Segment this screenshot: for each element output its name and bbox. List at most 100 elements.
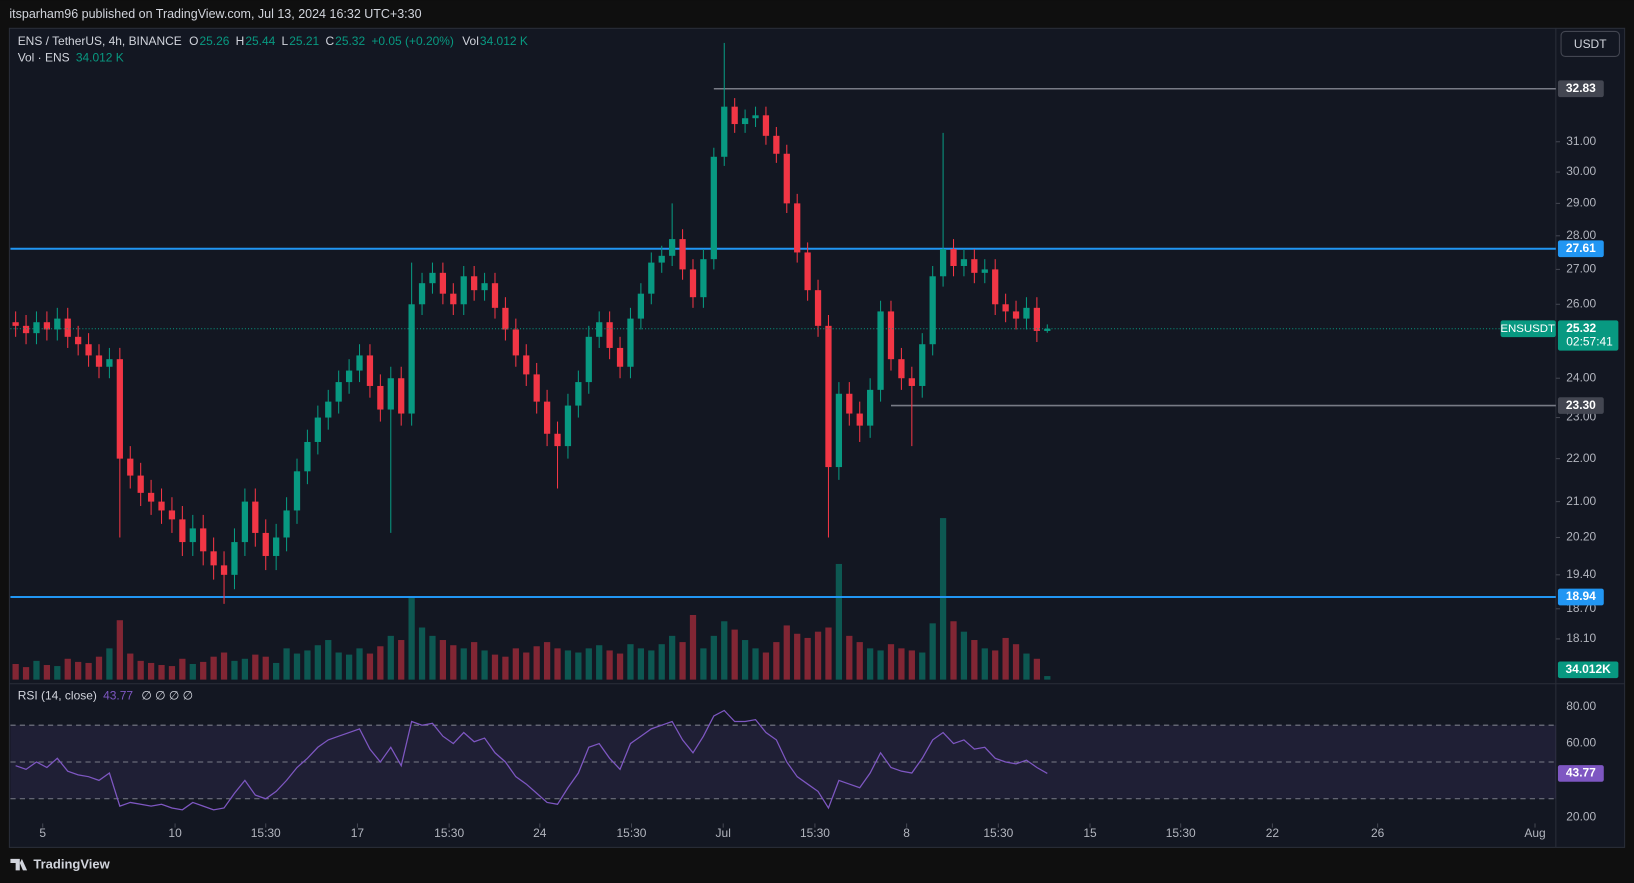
brand: TradingView bbox=[33, 857, 110, 872]
volume-bar bbox=[877, 650, 884, 680]
volume-bar bbox=[241, 658, 249, 680]
symbol-tag bbox=[1500, 320, 1556, 338]
x-tick-label: 15:30 bbox=[434, 826, 464, 840]
candle-body bbox=[325, 401, 332, 418]
candle-body bbox=[971, 259, 978, 273]
candle-body bbox=[773, 135, 780, 154]
volume-bar bbox=[523, 652, 530, 680]
legend-text: H bbox=[236, 34, 245, 48]
legend-text: 25.32 bbox=[335, 34, 365, 48]
candle-body bbox=[512, 329, 519, 356]
level-tag bbox=[1557, 588, 1604, 606]
candle-body bbox=[721, 106, 728, 157]
candle-body bbox=[158, 501, 165, 511]
volume-bar bbox=[147, 662, 155, 680]
volume-bar bbox=[564, 650, 572, 680]
volume-bar bbox=[887, 644, 895, 680]
y-tick-label: 31.00 bbox=[1566, 134, 1596, 148]
x-tick-label: 15:30 bbox=[983, 826, 1013, 840]
volume-bar bbox=[908, 650, 915, 680]
volume-tag bbox=[1557, 661, 1619, 679]
volume-bar bbox=[898, 648, 905, 680]
legend-text: +0.05 (+0.20%) bbox=[371, 34, 454, 48]
volume-bar bbox=[137, 660, 144, 680]
level-tag bbox=[1557, 240, 1604, 258]
volume-bar bbox=[366, 653, 374, 680]
rsi-tick-label: 20.00 bbox=[1566, 809, 1596, 823]
brand-logo bbox=[10, 858, 28, 871]
x-tick-label: Jul bbox=[716, 826, 731, 840]
volume-bar bbox=[481, 650, 488, 680]
countdown-label: 02:57:41 bbox=[1566, 334, 1613, 348]
volume-bar bbox=[543, 642, 551, 680]
volume-bar bbox=[43, 665, 51, 680]
volume-bar bbox=[1012, 644, 1020, 680]
level-tag-label: 27.61 bbox=[1566, 241, 1596, 255]
currency-label[interactable]: USDT bbox=[1574, 37, 1607, 51]
volume-bar bbox=[741, 640, 749, 680]
volume-bar bbox=[314, 645, 321, 680]
candle-body bbox=[887, 311, 895, 360]
volume-bar bbox=[116, 620, 123, 680]
legend-text: ENS / TetherUS, 4h, BINANCE bbox=[18, 34, 182, 48]
candle-body bbox=[43, 322, 51, 330]
candle-body bbox=[179, 519, 186, 543]
y-tick-label: 26.00 bbox=[1566, 296, 1596, 310]
y-tick-label: 19.40 bbox=[1566, 567, 1596, 581]
volume-bar bbox=[418, 627, 426, 680]
candle-body bbox=[210, 551, 217, 566]
volume-bar bbox=[981, 648, 988, 680]
currency-button[interactable] bbox=[1560, 30, 1620, 57]
candle-body bbox=[33, 322, 40, 334]
volume-bar bbox=[658, 644, 665, 680]
candle-body bbox=[137, 475, 144, 493]
x-tick-label: 22 bbox=[1266, 826, 1280, 840]
volume-bar bbox=[335, 652, 342, 680]
volume-bar bbox=[1033, 658, 1041, 680]
candle-body bbox=[783, 153, 790, 204]
candle-body bbox=[429, 272, 436, 284]
candle-body bbox=[929, 276, 936, 345]
candle-body bbox=[908, 378, 915, 386]
volume-bar bbox=[95, 656, 103, 680]
candle-body bbox=[252, 501, 259, 533]
volume-bar bbox=[575, 652, 582, 680]
y-tick-label: 30.00 bbox=[1566, 164, 1596, 178]
volume-bar bbox=[606, 650, 613, 680]
volume-bar bbox=[867, 648, 874, 680]
candle-body bbox=[398, 378, 405, 414]
y-tick-label: 20.20 bbox=[1566, 530, 1596, 544]
symbol-tag-label: ENSUSDT bbox=[1500, 323, 1555, 335]
volume-bar bbox=[794, 633, 801, 680]
x-tick-label: 5 bbox=[39, 826, 46, 840]
x-tick-label: 10 bbox=[168, 826, 182, 840]
legend-text: 25.26 bbox=[199, 34, 229, 48]
candle-body bbox=[835, 393, 843, 468]
candle-body bbox=[648, 262, 655, 294]
candle-body bbox=[1012, 311, 1020, 319]
candle-body bbox=[273, 537, 280, 556]
volume-legend: Vol · ENS bbox=[18, 51, 70, 65]
candle-body bbox=[22, 325, 30, 334]
volume-bar bbox=[637, 648, 645, 680]
candle-body bbox=[575, 382, 582, 406]
candle-body bbox=[116, 359, 123, 459]
volume-bar bbox=[585, 648, 592, 680]
rsi-line bbox=[15, 709, 1048, 811]
candle-body bbox=[481, 283, 488, 291]
candle-body bbox=[731, 106, 738, 125]
publisher: itsparham96 published on TradingView.com… bbox=[9, 7, 421, 21]
candle-body bbox=[700, 259, 707, 298]
candle-body bbox=[627, 318, 634, 367]
candle-body bbox=[439, 272, 447, 294]
volume-bar bbox=[512, 648, 519, 680]
rsi-legend-extras: ∅ ∅ ∅ ∅ bbox=[141, 688, 193, 702]
candle-body bbox=[585, 336, 592, 383]
candle-body bbox=[293, 471, 301, 511]
legend-text: Vol bbox=[462, 34, 479, 48]
candle-body bbox=[804, 252, 811, 291]
candle-body bbox=[1002, 304, 1009, 312]
candle-body bbox=[460, 276, 467, 305]
volume-bar bbox=[950, 621, 957, 680]
